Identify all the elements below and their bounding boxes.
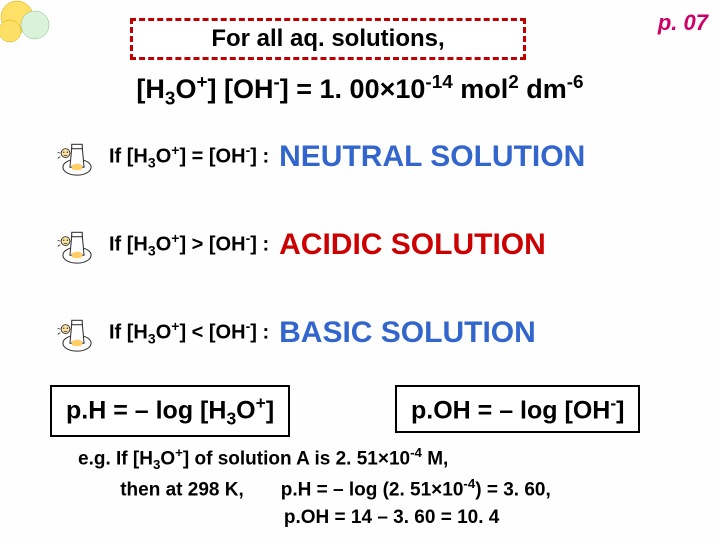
flask-icon: [55, 307, 99, 358]
result-text: NEUTRAL SOLUTION: [279, 140, 585, 174]
main-equation: [H3O+] [OH-] = 1. 00×10-14 mol2 dm-6: [0, 72, 720, 110]
formula-box-1: p.OH = – log [OH-]: [395, 385, 640, 433]
flask-icon: [55, 219, 99, 270]
condition-row-2: If [H3O+] < [OH-] : BASIC SOLUTION: [55, 307, 536, 358]
condition-text: If [H3O+] > [OH-] :: [109, 230, 269, 259]
flask-icon: [55, 131, 99, 182]
title-box: For all aq. solutions,: [130, 18, 526, 60]
condition-text: If [H3O+] = [OH-] :: [109, 142, 269, 171]
formula-box-0: p.H = – log [H3O+]: [50, 385, 290, 437]
condition-text: If [H3O+] < [OH-] :: [109, 318, 269, 347]
page-number: p. 07: [658, 10, 708, 36]
condition-row-0: If [H3O+] = [OH-] : NEUTRAL SOLUTION: [55, 131, 585, 182]
result-text: BASIC SOLUTION: [279, 316, 536, 350]
result-text: ACIDIC SOLUTION: [279, 228, 546, 262]
example-text: e.g. If [H3O+] of solution A is 2. 51×10…: [78, 443, 551, 532]
corner-molecule-icon: [0, 0, 55, 45]
condition-row-1: If [H3O+] > [OH-] : ACIDIC SOLUTION: [55, 219, 546, 270]
